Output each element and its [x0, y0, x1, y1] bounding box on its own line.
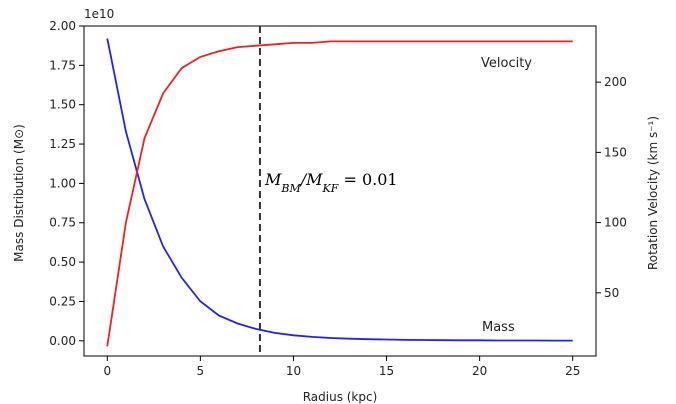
- series-lines: [106, 38, 573, 347]
- y-left-exponent: 1e10: [84, 7, 114, 21]
- right-y-ticks: 50 100 150 200: [596, 75, 627, 300]
- x-tick-label: 20: [472, 364, 487, 378]
- x-tick-label: 5: [197, 364, 205, 378]
- y-left-tick-label: 0.75: [49, 216, 76, 230]
- x-ticks: 0 5 10 15 20 25: [103, 356, 580, 378]
- y-left-tick-label: 0.00: [49, 334, 76, 348]
- y-right-tick-label: 200: [604, 75, 627, 89]
- plot-frame: [83, 25, 597, 357]
- ratio-annotation: MBM/MKF = 0.01: [264, 170, 398, 195]
- y-left-tick-label: 1.75: [49, 58, 76, 72]
- x-tick-label: 10: [286, 364, 301, 378]
- x-tick-label: 0: [103, 364, 111, 378]
- mass-label: Mass: [482, 320, 515, 335]
- y-left-tick-label: 1.00: [49, 176, 76, 190]
- y-left-tick-label: 2.00: [49, 19, 76, 33]
- y-right-tick-label: 50: [604, 286, 619, 300]
- y-left-tick-label: 0.50: [49, 255, 76, 269]
- y-right-tick-label: 150: [604, 145, 627, 159]
- y-right-axis-title: Rotation Velocity (km s⁻¹): [646, 116, 660, 270]
- x-tick-label: 25: [565, 364, 580, 378]
- mass-line: [106, 38, 573, 342]
- left-y-ticks: 0.00 0.25 0.50 0.75 1.00 1.25 1.50 1.75 2.00: [49, 19, 84, 348]
- velocity-line: [106, 40, 573, 347]
- y-left-tick-label: 1.25: [49, 137, 76, 151]
- y-left-axis-title: Mass Distribution (M⊙): [12, 124, 26, 262]
- y-right-tick-label: 100: [604, 216, 627, 230]
- y-left-tick-label: 1.50: [49, 98, 76, 112]
- y-left-tick-label: 0.25: [49, 294, 76, 308]
- x-tick-label: 15: [379, 364, 394, 378]
- x-axis-title: Radius (kpc): [303, 390, 378, 404]
- velocity-label: Velocity: [481, 56, 532, 71]
